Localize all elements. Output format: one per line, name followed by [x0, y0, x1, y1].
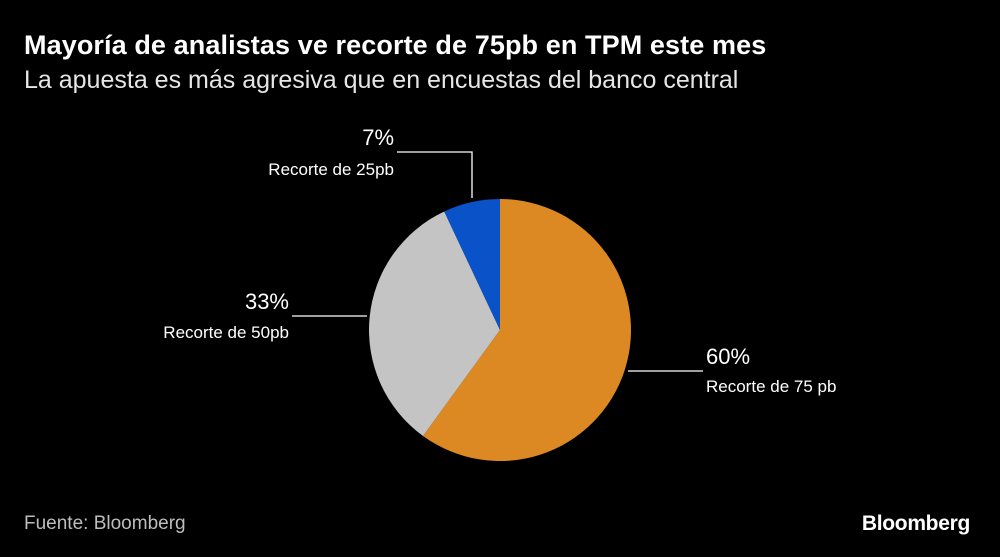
chart-title: Mayoría de analistas ve recorte de 75pb … [24, 30, 767, 60]
slice-value-label: 33% [245, 289, 289, 314]
pie-slice-1 [369, 211, 500, 436]
bloomberg-logo: Bloomberg [861, 512, 970, 535]
leader-line-25pb [397, 151, 473, 198]
slice-value-label: 60% [706, 344, 750, 369]
chart-subtitle: La apuesta es más agresiva que en encues… [24, 66, 739, 94]
pie-slices [369, 199, 632, 461]
slice-category-label: Recorte de 50pb [163, 323, 289, 342]
slice-category-label: Recorte de 25pb [268, 160, 394, 179]
source-note: Fuente: Bloomberg [24, 513, 186, 534]
pie-slice-0 [423, 199, 632, 461]
pie-annotations: 60% Recorte de 75 pb 33% Recorte de 50pb… [163, 125, 836, 396]
slice-category-label: Recorte de 75 pb [706, 377, 836, 396]
pie-slice-2 [444, 199, 500, 330]
slice-value-label: 7% [362, 125, 394, 150]
